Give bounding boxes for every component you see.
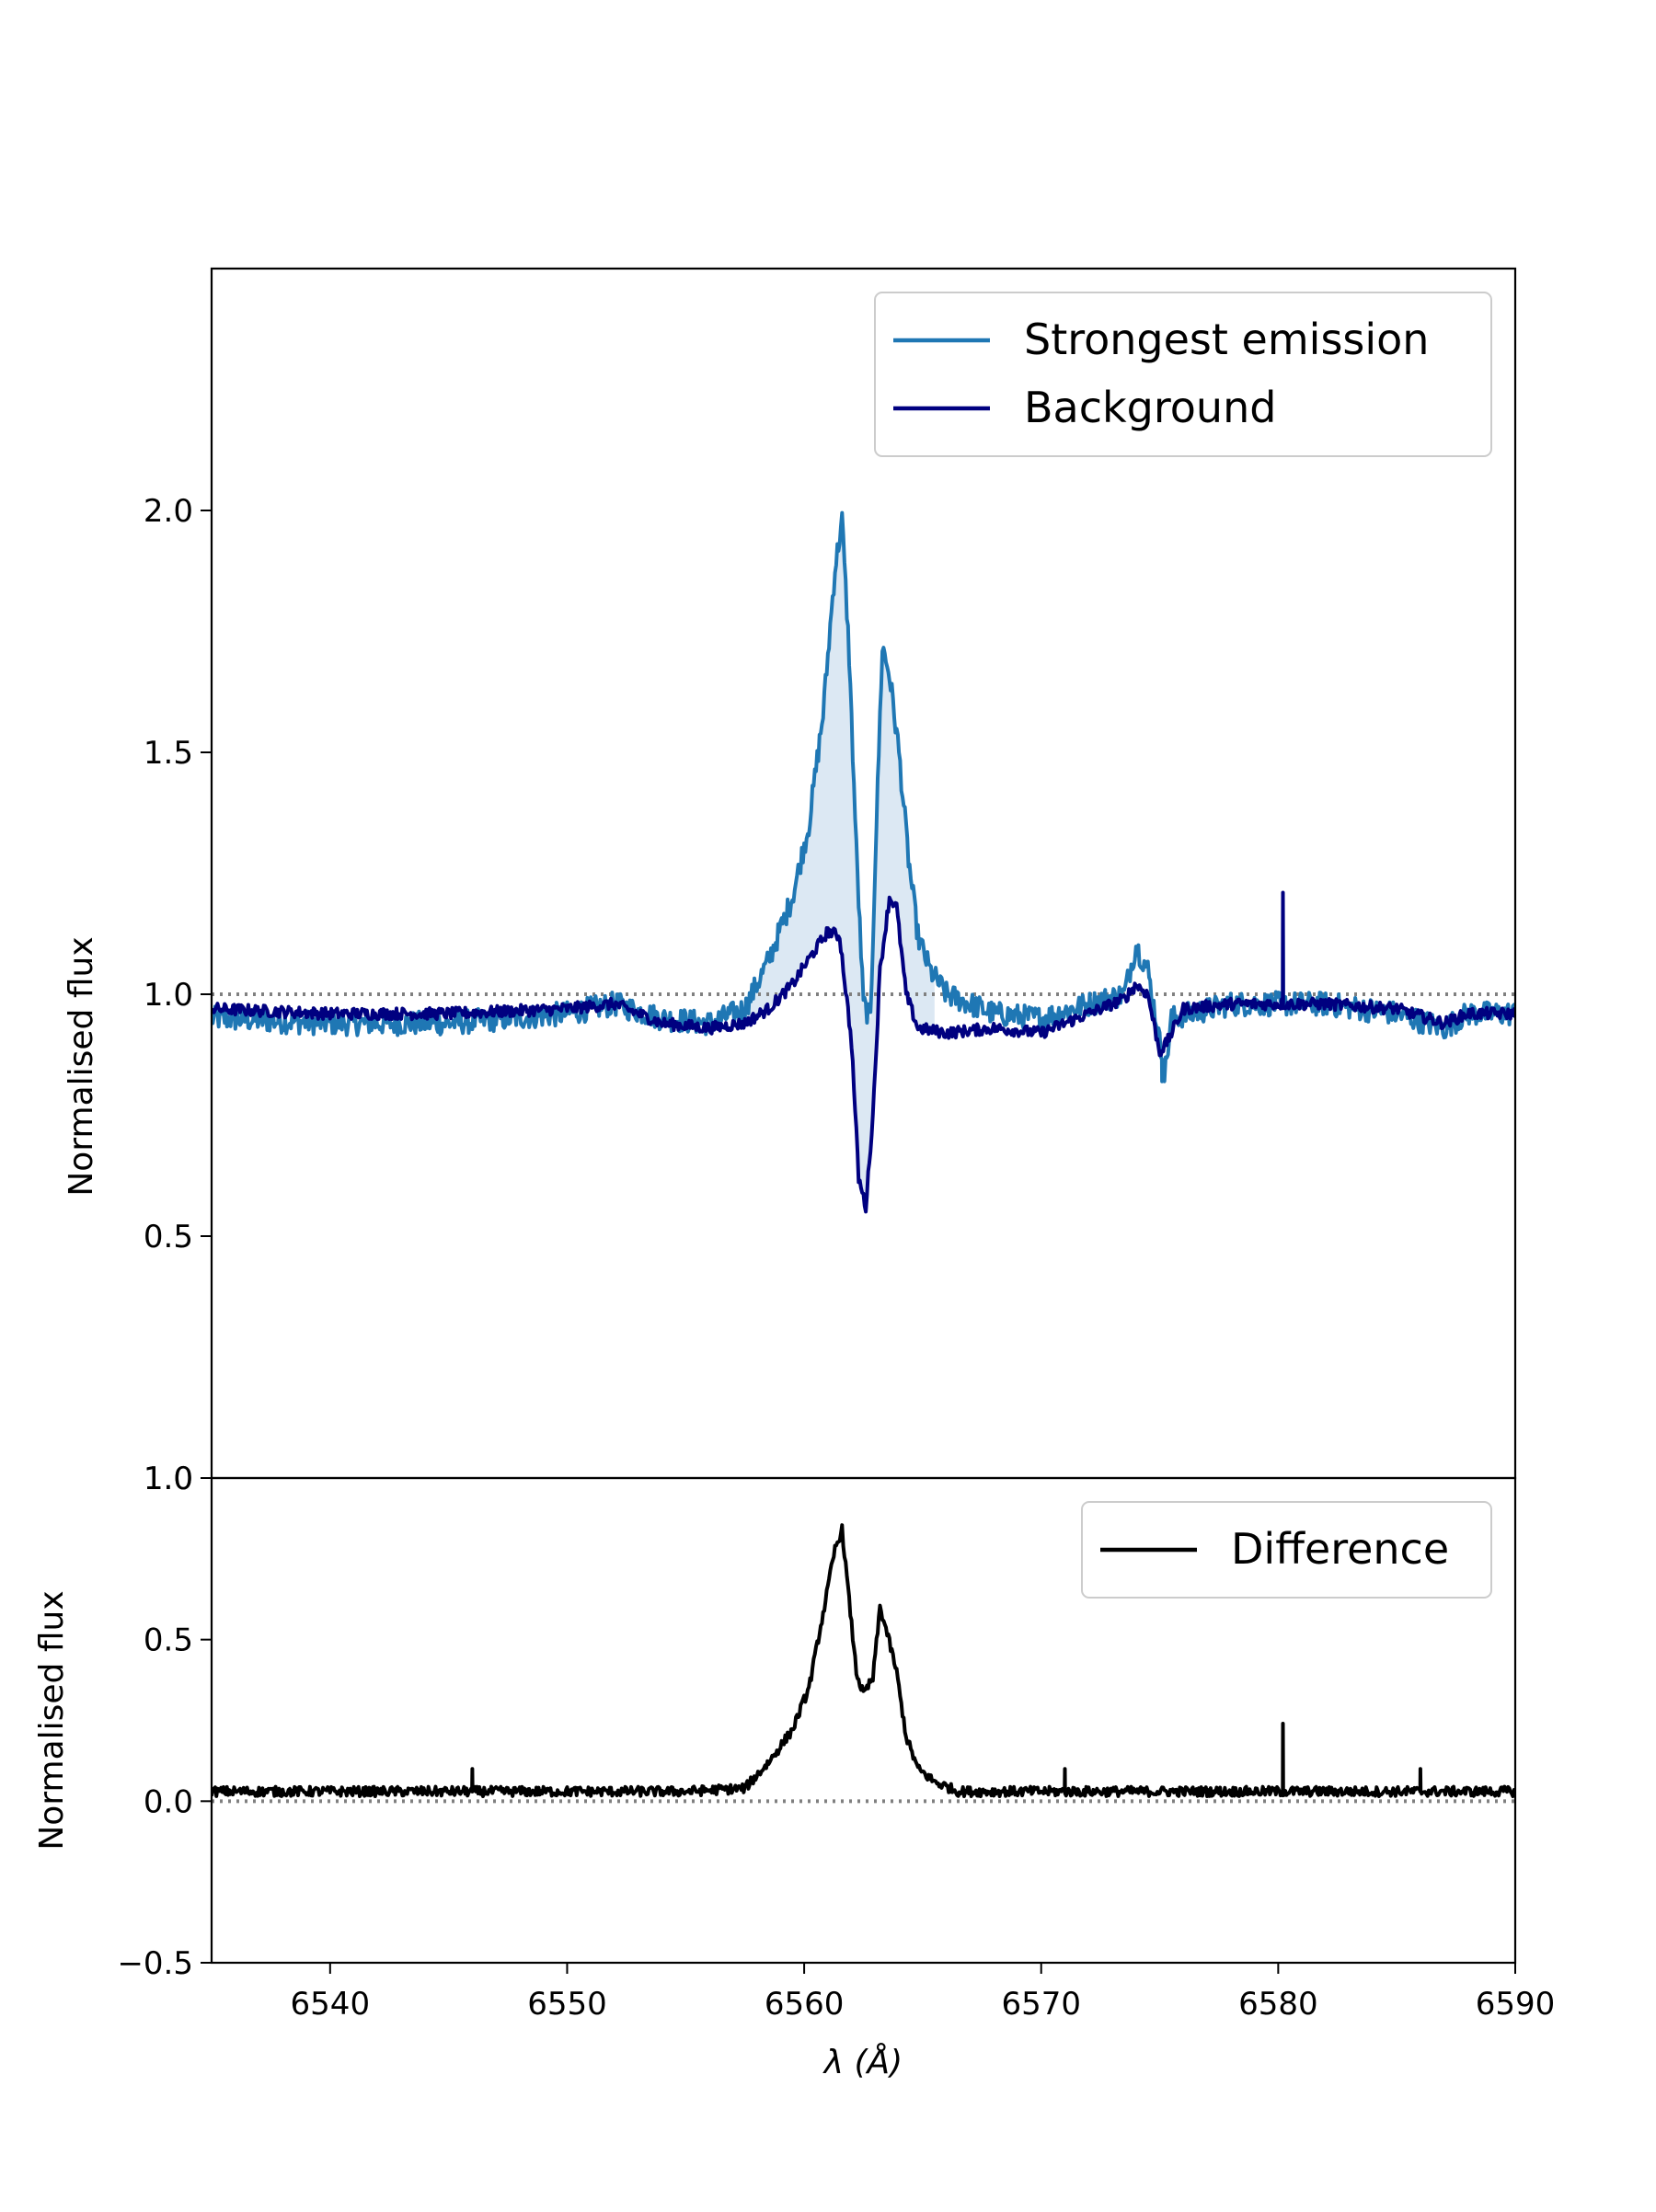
x-tick-label: 6570: [1001, 1986, 1081, 2023]
series-line-difference: [212, 1523, 1515, 1798]
fill-between-area: [744, 520, 935, 1208]
y-tick-label: −0.5: [117, 1945, 193, 1982]
legend-entry-label: Strongest emission: [1024, 315, 1429, 364]
y-tick-label: 1.5: [144, 735, 193, 772]
y-tick-label: 1.0: [144, 1461, 193, 1497]
y-tick-label: 0.5: [144, 1219, 193, 1255]
legend-bottom: Difference: [1081, 1501, 1492, 1599]
panel-top: 0.5 1.0 1.5 2.0 1.0 Normalised flux Strongest …: [63, 267, 1517, 1497]
axes-frame-bottom: [210, 1476, 1517, 1965]
legend-entry-label: Background: [1024, 383, 1276, 432]
legend-box: [1081, 1501, 1492, 1599]
x-tick-label: 6580: [1238, 1986, 1318, 2023]
y-tick-label: 1.0: [144, 1461, 193, 1497]
y-axis-label: Normalised flux: [63, 936, 100, 1196]
x-tick-label: 6590: [1476, 1986, 1556, 2023]
plot-area-bottom: [212, 1523, 1515, 1804]
series-line-background: [212, 890, 1515, 1214]
y-tick-label: 2.0: [144, 493, 193, 530]
series-line-strongest-emission: [212, 510, 1515, 1083]
y-tick-label: 0.0: [144, 1783, 193, 1820]
x-tick-label: 6540: [291, 1986, 371, 2023]
x-tick-label: 6550: [527, 1986, 607, 2023]
y-tick-label: 1.0: [144, 977, 193, 1014]
plot-area-top: [212, 510, 1515, 1214]
y-tick-label: 0.5: [144, 1622, 193, 1659]
x-tick-label: 6560: [765, 1986, 845, 2023]
panel-bottom: −0.5 0.0 0.5 1.0 6540 6550 6560 6570 6580 6590 Nor…: [33, 1461, 1555, 2081]
legend-entry-label: Difference: [1231, 1524, 1449, 1574]
y-axis-label: Normalised flux: [33, 1590, 71, 1850]
legend-box: [874, 292, 1492, 457]
legend-top: Strongest emission Background: [874, 292, 1492, 457]
x-axis-label: λ (Å): [822, 2042, 903, 2081]
